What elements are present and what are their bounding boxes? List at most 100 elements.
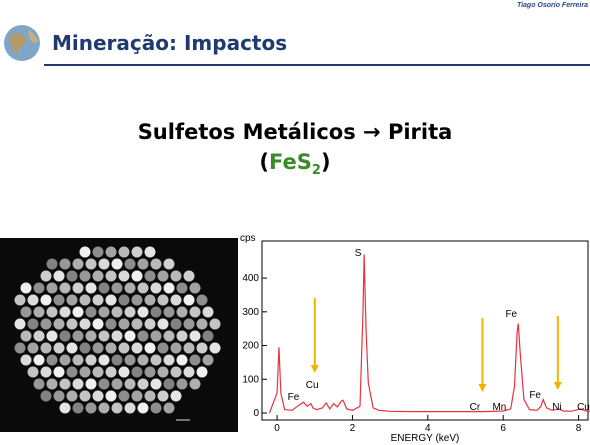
- grain: [176, 282, 188, 294]
- grain: [183, 342, 195, 354]
- grain: [59, 306, 71, 318]
- grain: [33, 330, 45, 342]
- grain: [14, 318, 26, 330]
- x-tick-label: 6: [500, 423, 506, 434]
- grain: [59, 354, 71, 366]
- grain: [98, 282, 110, 294]
- grain: [163, 330, 175, 342]
- formula-open: (: [259, 150, 270, 174]
- grain: [98, 402, 110, 414]
- grain: [144, 246, 156, 258]
- y-tick-label: 400: [242, 273, 259, 284]
- peak-label: S: [355, 248, 362, 259]
- grain: [20, 330, 32, 342]
- formula-sub: 2: [311, 163, 321, 179]
- grain: [150, 330, 162, 342]
- grain: [59, 402, 71, 414]
- peak-label: Ni: [552, 402, 561, 413]
- grain: [209, 318, 221, 330]
- grain: [183, 294, 195, 306]
- grain: [27, 294, 39, 306]
- grain: [150, 258, 162, 270]
- grain: [124, 282, 136, 294]
- grain: [66, 270, 78, 282]
- grain: [189, 354, 201, 366]
- grain: [183, 318, 195, 330]
- grain: [46, 330, 58, 342]
- grain: [144, 342, 156, 354]
- grain: [85, 282, 97, 294]
- grain: [98, 354, 110, 366]
- grain: [176, 378, 188, 390]
- grain: [105, 246, 117, 258]
- globe-icon: [4, 25, 40, 61]
- grain: [92, 390, 104, 402]
- grain: [163, 258, 175, 270]
- sem-image: [0, 238, 238, 432]
- grain: [209, 342, 221, 354]
- grain: [33, 378, 45, 390]
- grain: [144, 270, 156, 282]
- grain: [53, 270, 65, 282]
- grain: [72, 258, 84, 270]
- grain: [59, 282, 71, 294]
- grain: [40, 342, 52, 354]
- grain: [59, 378, 71, 390]
- grain: [150, 306, 162, 318]
- peak-label: Cr: [470, 402, 481, 413]
- grain: [111, 378, 123, 390]
- grain: [124, 330, 136, 342]
- grain: [92, 366, 104, 378]
- grain: [98, 378, 110, 390]
- grain: [85, 306, 97, 318]
- grain: [131, 390, 143, 402]
- grain: [40, 390, 52, 402]
- grain: [131, 318, 143, 330]
- grain: [79, 294, 91, 306]
- grain: [40, 270, 52, 282]
- grain: [157, 318, 169, 330]
- grain: [202, 330, 214, 342]
- heading: Sulfetos Metálicos → Pirita: [137, 120, 453, 144]
- y-tick-label: 300: [242, 307, 259, 318]
- grain: [46, 282, 58, 294]
- grain: [196, 318, 208, 330]
- grain: [72, 306, 84, 318]
- y-tick-label: 200: [242, 341, 259, 352]
- grain: [196, 342, 208, 354]
- arrow-head: [553, 382, 562, 390]
- grain: [124, 258, 136, 270]
- grain: [176, 330, 188, 342]
- grain: [189, 282, 201, 294]
- author: Tiago Osorio Ferreira: [516, 2, 588, 9]
- grain: [105, 342, 117, 354]
- grain: [196, 366, 208, 378]
- title-rule: [44, 64, 590, 66]
- formula: (FeS2): [0, 150, 590, 178]
- grain: [124, 402, 136, 414]
- grain: [72, 378, 84, 390]
- grain: [53, 342, 65, 354]
- grain: [105, 390, 117, 402]
- grain: [183, 270, 195, 282]
- grain: [118, 294, 130, 306]
- grain: [92, 318, 104, 330]
- grain: [131, 294, 143, 306]
- grain: [137, 282, 149, 294]
- grain: [131, 270, 143, 282]
- grain: [72, 402, 84, 414]
- peak-label: Cu: [577, 402, 590, 413]
- grain: [118, 270, 130, 282]
- grain: [202, 354, 214, 366]
- peak-label: Cu: [306, 380, 319, 391]
- grain: [59, 330, 71, 342]
- grain: [105, 366, 117, 378]
- grain: [137, 306, 149, 318]
- grain: [72, 282, 84, 294]
- grain: [170, 318, 182, 330]
- grain: [53, 318, 65, 330]
- grain: [79, 246, 91, 258]
- grain: [170, 342, 182, 354]
